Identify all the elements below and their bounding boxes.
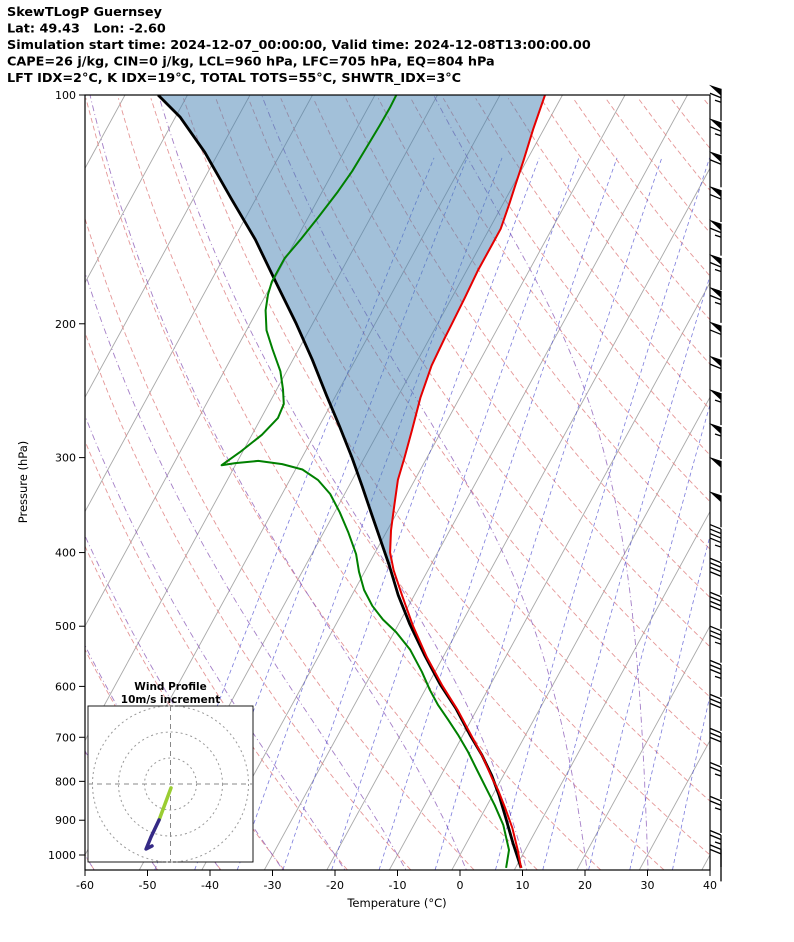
chart-subtitle-indices: LFT IDX=2°C, K IDX=19°C, TOTAL TOTS=55°C… xyxy=(7,71,461,86)
wind-profile-inset xyxy=(88,706,253,862)
chart-subtitle-stability: CAPE=26 j/kg, CIN=0 j/kg, LCL=960 hPa, L… xyxy=(7,55,495,70)
temperature-tick-label: 40 xyxy=(703,879,717,892)
pressure-tick-label: 500 xyxy=(55,620,76,633)
temperature-tick-label: 0 xyxy=(457,879,464,892)
y-axis-label: Pressure (hPa) xyxy=(16,441,30,524)
temperature-tick-label: -60 xyxy=(76,879,94,892)
pressure-tick-label: 1000 xyxy=(48,849,76,862)
temperature-tick-label: -20 xyxy=(326,879,344,892)
pressure-tick-label: 100 xyxy=(55,89,76,102)
pressure-tick-label: 800 xyxy=(55,775,76,788)
pressure-tick-label: 400 xyxy=(55,547,76,560)
pressure-tick-label: 900 xyxy=(55,814,76,827)
pressure-tick-label: 600 xyxy=(55,680,76,693)
temperature-tick-label: 30 xyxy=(641,879,655,892)
pressure-tick-label: 300 xyxy=(55,452,76,465)
x-axis-label: Temperature (°C) xyxy=(346,896,446,910)
inset-title-line1: Wind Profile xyxy=(134,681,206,693)
temperature-tick-label: 10 xyxy=(516,879,530,892)
temperature-tick-label: -40 xyxy=(201,879,219,892)
chart-subtitle-times: Simulation start time: 2024-12-07_00:00:… xyxy=(7,38,591,53)
pressure-tick-label: 700 xyxy=(55,731,76,744)
temperature-tick-label: -10 xyxy=(389,879,407,892)
pressure-tick-label: 200 xyxy=(55,318,76,331)
temperature-tick-label: -30 xyxy=(264,879,282,892)
inset-title-line2: 10m/s increment xyxy=(121,694,220,706)
temperature-tick-label: 20 xyxy=(578,879,592,892)
temperature-tick-label: -50 xyxy=(139,879,157,892)
chart-subtitle-latlon: Lat: 49.43 Lon: -2.60 xyxy=(7,22,166,37)
chart-title: SkewTLogP Guernsey xyxy=(7,5,163,20)
